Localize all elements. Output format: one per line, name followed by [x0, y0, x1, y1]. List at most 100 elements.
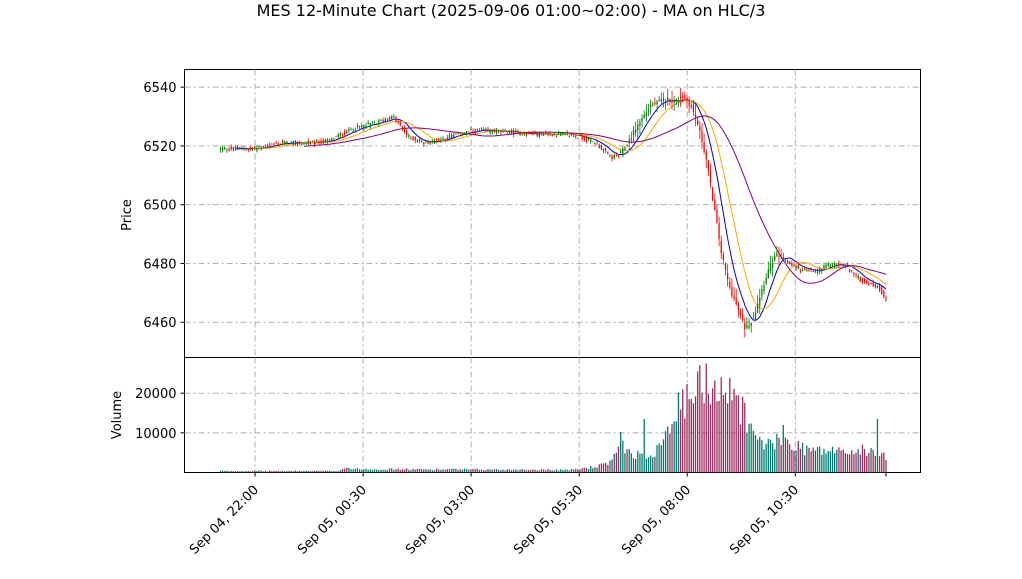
candle-body: [821, 269, 823, 272]
volume-tick-label: 10000: [135, 427, 176, 442]
candle-body: [266, 144, 269, 148]
candle-body: [348, 128, 350, 131]
volume-bar: [423, 469, 425, 473]
candle-body: [324, 139, 326, 143]
candle-body: [816, 271, 819, 273]
candle-body: [395, 117, 397, 122]
candle-body: [262, 146, 264, 147]
volume-bar: [241, 471, 243, 473]
candle-body: [555, 136, 558, 137]
volume-bar: [876, 418, 879, 473]
volume-bar: [269, 470, 271, 473]
volume-bar: [677, 392, 680, 473]
candle-body: [382, 120, 384, 122]
volume-bar: [346, 467, 348, 473]
volume-bar: [797, 440, 799, 473]
volume-bar: [254, 470, 256, 473]
volume-bar: [350, 468, 352, 473]
candle-body: [727, 272, 729, 279]
volume-bar: [536, 470, 538, 473]
volume-bar: [564, 469, 566, 473]
volume-bar: [733, 388, 735, 473]
candle-body: [677, 100, 680, 102]
volume-bar: [262, 471, 264, 473]
candle-body: [774, 255, 776, 261]
candle-body: [626, 144, 628, 146]
volume-bar: [427, 469, 429, 473]
candle-body: [797, 265, 799, 269]
volume-bar: [517, 470, 519, 473]
volume-bar: [808, 447, 810, 473]
volume-bar: [705, 363, 707, 473]
candle-body: [679, 96, 682, 99]
candle-body: [292, 140, 294, 144]
candle-body: [363, 124, 365, 129]
candle-body: [789, 262, 791, 265]
volume-bar: [373, 469, 376, 473]
candle-body: [303, 142, 305, 144]
volume-bar: [455, 468, 457, 473]
volume-bar: [245, 471, 247, 473]
candle-body: [534, 132, 536, 134]
candle-body: [412, 136, 414, 141]
candle-body: [337, 134, 339, 138]
candle-body: [690, 105, 692, 108]
candle-body: [575, 135, 577, 137]
volume-bar: [692, 403, 695, 473]
volume-bar: [551, 470, 553, 473]
candle-body: [369, 123, 371, 127]
volume-bar: [679, 409, 682, 473]
volume-bar: [395, 469, 397, 473]
candle-body: [243, 149, 245, 151]
volume-bar: [851, 450, 853, 473]
ma-line-slow-MA: [303, 115, 887, 284]
volume-bar: [673, 421, 675, 473]
volume-bar: [448, 469, 451, 473]
volume-ylabel: Volume: [110, 391, 125, 439]
volume-bar: [585, 468, 588, 473]
candle-body: [277, 143, 279, 146]
candle-body: [810, 269, 812, 271]
candle-body: [844, 265, 846, 267]
volume-bar: [487, 469, 489, 473]
candle-body: [701, 130, 703, 143]
candle-body: [279, 144, 282, 145]
volume-bar: [508, 469, 511, 473]
volume-bar: [741, 396, 744, 473]
candle-body: [763, 285, 765, 291]
volume-bar: [444, 469, 446, 473]
candle-body: [776, 252, 778, 257]
candle-body: [767, 269, 769, 279]
volume-bar: [881, 453, 883, 473]
volume-bar: [530, 470, 532, 473]
candle-body: [241, 147, 243, 150]
volume-bar: [617, 446, 620, 473]
candle-body: [284, 141, 286, 144]
volume-bar: [440, 469, 442, 473]
candle-body: [868, 283, 870, 286]
candle-body: [855, 274, 857, 276]
volume-bar: [568, 470, 570, 473]
candle-body: [590, 139, 592, 142]
candle-body: [750, 322, 752, 326]
candle-body: [744, 323, 746, 329]
candle-body: [859, 277, 861, 282]
candle-body: [388, 116, 391, 120]
volume-bar: [801, 442, 804, 473]
candle-body: [421, 140, 423, 143]
candle-body: [468, 131, 470, 133]
volume-bar: [842, 449, 844, 473]
candle-body: [431, 139, 433, 142]
x-tick-label: Sep 05, 10:30: [727, 483, 802, 558]
volume-bar: [393, 469, 395, 473]
candle-body: [613, 154, 615, 159]
volume-bar: [320, 470, 322, 473]
candle-body: [861, 278, 864, 283]
volume-bar: [759, 436, 761, 473]
candle-body: [579, 134, 581, 136]
candle-body: [675, 99, 677, 101]
candle-body: [712, 187, 714, 201]
volume-bar: [716, 401, 718, 473]
volume-bar: [819, 446, 821, 473]
volume-bar: [498, 469, 500, 473]
